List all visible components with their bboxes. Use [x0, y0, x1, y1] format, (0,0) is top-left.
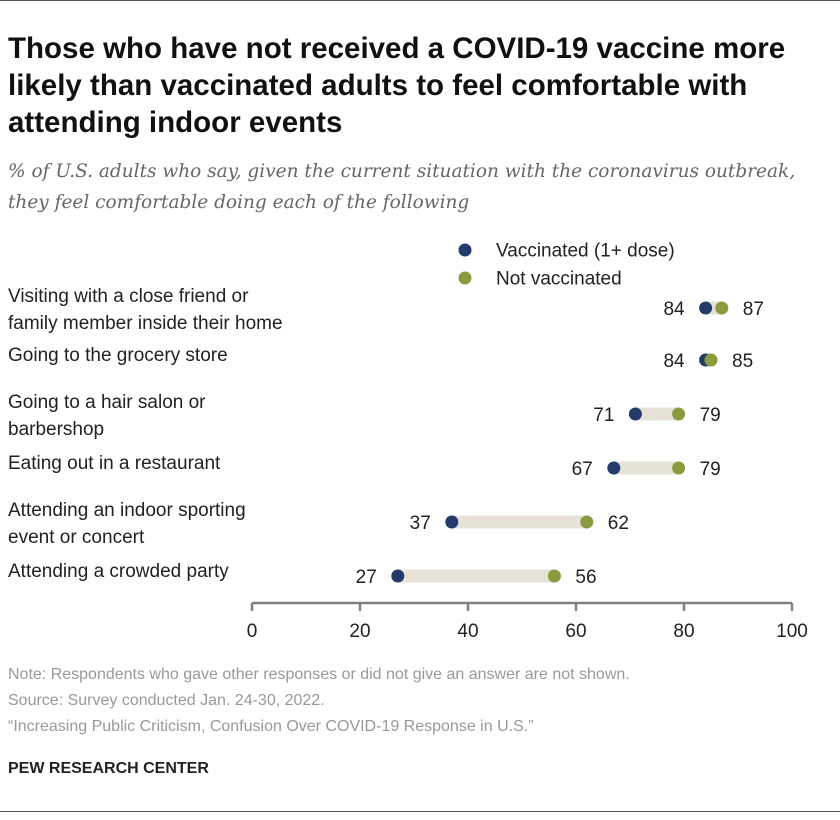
- category-label: Attending an indoor sporting: [8, 500, 246, 521]
- not-vaccinated-dot: [672, 407, 686, 421]
- x-axis-tick-label: 20: [349, 621, 370, 642]
- legend-marker-not-vaccinated: [458, 271, 472, 285]
- bottom-rule: [0, 811, 840, 812]
- vaccinated-value-label: 71: [593, 405, 614, 426]
- x-axis-tick-label: 60: [565, 621, 586, 642]
- category-label: family member inside their home: [8, 313, 283, 334]
- vaccinated-dot: [607, 461, 621, 475]
- vaccinated-dot: [391, 569, 405, 583]
- dot-plot-chart: Vaccinated (1+ dose) Not vaccinated Visiti…: [8, 241, 808, 643]
- not-vaccinated-dot: [715, 301, 729, 315]
- vaccinated-dot: [628, 407, 642, 421]
- x-axis-tick-label: 40: [457, 621, 478, 642]
- category-label: barbershop: [8, 419, 104, 440]
- legend-marker-vaccinated: [458, 243, 472, 257]
- not-vaccinated-value-label: 56: [575, 567, 596, 588]
- not-vaccinated-dot: [704, 353, 718, 367]
- category-label: event or concert: [8, 527, 145, 548]
- not-vaccinated-value-label: 79: [700, 405, 721, 426]
- vaccinated-value-label: 84: [663, 299, 685, 320]
- chart-subtitle: % of U.S. adults who say, given the curr…: [8, 161, 796, 213]
- not-vaccinated-value-label: 62: [608, 513, 629, 534]
- category-label: Going to a hair salon or: [8, 392, 206, 413]
- category-label: Attending a crowded party: [8, 561, 229, 582]
- not-vaccinated-dot: [580, 515, 594, 529]
- not-vaccinated-value-label: 85: [732, 351, 753, 372]
- vaccinated-dot: [445, 515, 459, 529]
- report-title-text: “Increasing Public Criticism, Confusion …: [8, 718, 534, 735]
- source-text: Source: Survey conducted Jan. 24-30, 202…: [8, 692, 325, 709]
- vaccinated-value-label: 37: [410, 513, 431, 534]
- not-vaccinated-value-label: 79: [700, 459, 721, 480]
- category-label: Visiting with a close friend or: [8, 286, 249, 307]
- legend-label-vaccinated: Vaccinated (1+ dose): [496, 241, 675, 262]
- x-axis-tick-label: 0: [247, 621, 258, 642]
- vaccinated-value-label: 84: [663, 351, 685, 372]
- category-label: Eating out in a restaurant: [8, 453, 221, 474]
- not-vaccinated-dot: [672, 461, 686, 475]
- vaccinated-value-label: 67: [572, 459, 593, 480]
- legend-label-not-vaccinated: Not vaccinated: [496, 269, 622, 290]
- x-axis-tick-label: 80: [673, 621, 694, 642]
- x-axis-tick-label: 100: [776, 621, 808, 642]
- not-vaccinated-value-label: 87: [743, 299, 764, 320]
- note-text: Note: Respondents who gave other respons…: [8, 666, 630, 683]
- brand-logo-text: PEW RESEARCH CENTER: [8, 760, 209, 777]
- chart-title: Those who have not received a COVID-19 v…: [8, 32, 786, 139]
- vaccinated-dot: [699, 301, 713, 315]
- category-label: Going to the grocery store: [8, 345, 228, 366]
- not-vaccinated-dot: [547, 569, 561, 583]
- vaccinated-value-label: 27: [356, 567, 377, 588]
- top-rule: [0, 0, 840, 1]
